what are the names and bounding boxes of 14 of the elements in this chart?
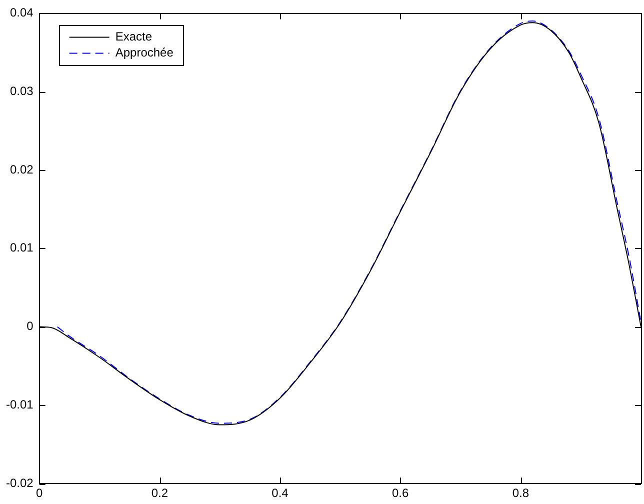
y-tick-label: 0.01 [10,240,34,255]
y-tick-label: 0 [26,319,34,334]
x-tick-label: 0.6 [392,486,410,500]
y-tick-label: 0.04 [10,6,34,20]
y-tick-label: -0.01 [6,398,34,412]
x-tick-label: 0.8 [512,486,530,500]
legend-label: Approchée [115,46,174,60]
legend-label: Exacte [115,30,152,44]
x-tick-label: 0.4 [272,486,289,500]
y-tick-label: -0.02 [6,476,34,490]
y-tick-label: 0.03 [10,84,34,98]
x-tick-label: 0 [36,486,44,500]
x-tick-label: 0.2 [151,486,168,500]
y-tick-label: 0.02 [10,162,34,176]
